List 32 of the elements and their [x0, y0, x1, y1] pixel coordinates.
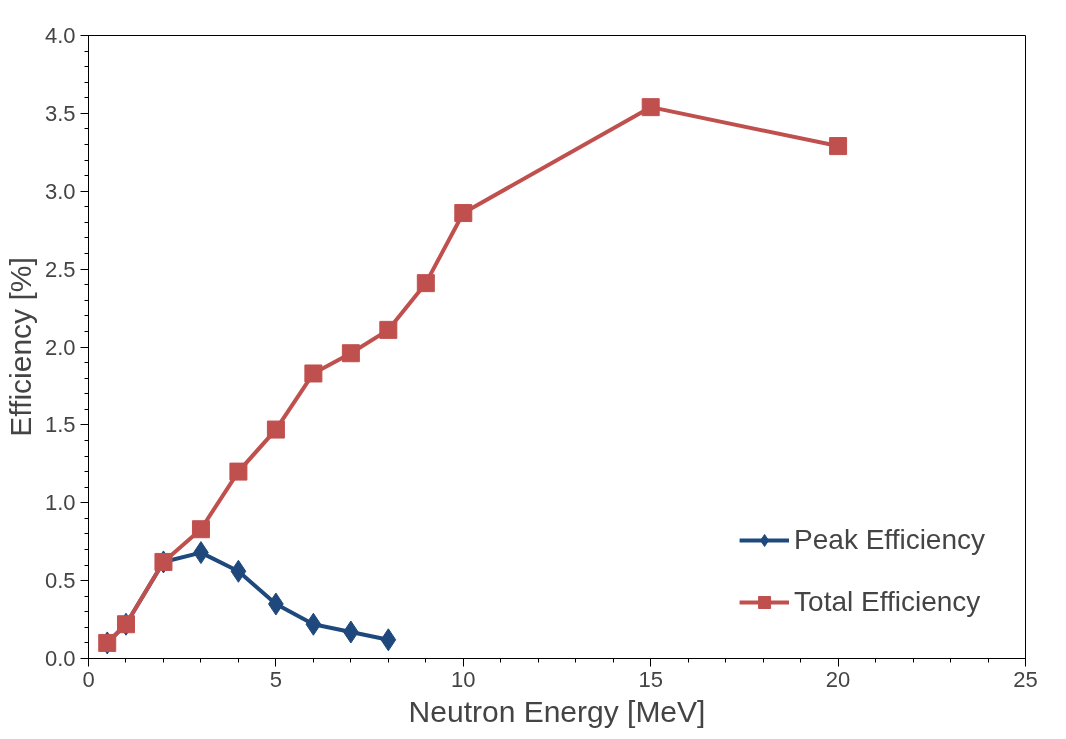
y-tick-label: 1.0 — [44, 490, 76, 516]
point — [341, 344, 360, 363]
y-tick-label: 0.5 — [44, 568, 76, 594]
point — [380, 628, 397, 652]
y-tick-label: 2.0 — [44, 334, 76, 360]
x-tick-label: 25 — [1013, 666, 1038, 692]
point — [379, 320, 398, 339]
y-tick-label: 2.5 — [44, 256, 76, 282]
legend-label: Total Efficiency — [794, 586, 981, 618]
point — [305, 612, 322, 636]
y-tick-label: 0.0 — [44, 646, 76, 671]
legend-label: Peak Efficiency — [794, 524, 985, 556]
point — [229, 462, 248, 481]
point — [454, 204, 473, 223]
point — [230, 559, 247, 583]
point — [304, 364, 323, 383]
x-tick-label: 0 — [82, 666, 95, 692]
x-tick-label: 5 — [269, 666, 283, 692]
x-axis-title: Neutron Energy [MeV] — [408, 694, 706, 728]
point — [191, 520, 210, 539]
point — [829, 137, 848, 156]
x-tick-label: 20 — [825, 666, 851, 692]
y-tick-label: 3.0 — [44, 178, 76, 204]
y-tick-label: 4.0 — [44, 23, 76, 48]
x-tick-label: 15 — [638, 666, 663, 692]
point — [641, 98, 660, 117]
y-tick-label: 3.5 — [44, 100, 76, 126]
point — [266, 420, 285, 439]
y-tick-label: 1.5 — [44, 412, 76, 438]
point — [416, 274, 435, 293]
x-tick-label: 10 — [451, 666, 476, 692]
y-axis-title: Efficiency [%] — [3, 257, 37, 437]
